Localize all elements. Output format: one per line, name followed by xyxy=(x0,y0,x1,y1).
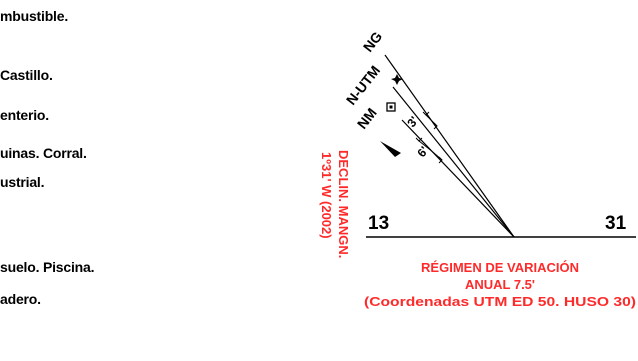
legend-item: Castillo. xyxy=(0,67,53,83)
utm-square-icon xyxy=(386,102,396,112)
declination-line1: DECLIN. MANGN. xyxy=(336,150,351,258)
arc-tick-icon xyxy=(415,137,423,142)
large-angle-label: 6' xyxy=(414,144,431,160)
scale-left: 13 xyxy=(368,213,389,234)
arc-tick-icon xyxy=(422,111,430,116)
legend-item: mbustible. xyxy=(0,8,69,24)
legend-item: uinas. Corral. xyxy=(0,145,87,161)
ng-label: NG xyxy=(360,28,386,54)
legend-item: ustrial. xyxy=(0,174,45,190)
declination-line2: 1º31' W (2002) xyxy=(319,152,334,239)
legend-item: suelo. Piscina. xyxy=(0,259,95,275)
ng-star-icon xyxy=(391,74,403,85)
utm-line xyxy=(392,86,515,238)
variation-line3: (Coordenadas UTM ED 50. HUSO 30) xyxy=(364,294,636,309)
small-angle-label: 3' xyxy=(404,114,421,130)
scale-right: 31 xyxy=(605,213,627,234)
nm-line xyxy=(401,119,515,238)
legend-list: mbustible. Castillo. enterio. uinas. Cor… xyxy=(0,0,300,361)
variation-line1: RÉGIMEN DE VARIACIÓN xyxy=(421,260,579,275)
nm-arrowhead-icon xyxy=(380,141,401,157)
nm-label: NM xyxy=(354,105,380,132)
ng-line xyxy=(384,54,515,238)
legend-item: adero. xyxy=(0,291,41,307)
legend-item: enterio. xyxy=(0,107,49,123)
variation-line2: ANUAL 7.5' xyxy=(465,277,535,292)
arc-tick-icon xyxy=(433,122,438,130)
arc-tick-icon xyxy=(438,156,443,164)
utm-label: N-UTM xyxy=(343,62,383,107)
